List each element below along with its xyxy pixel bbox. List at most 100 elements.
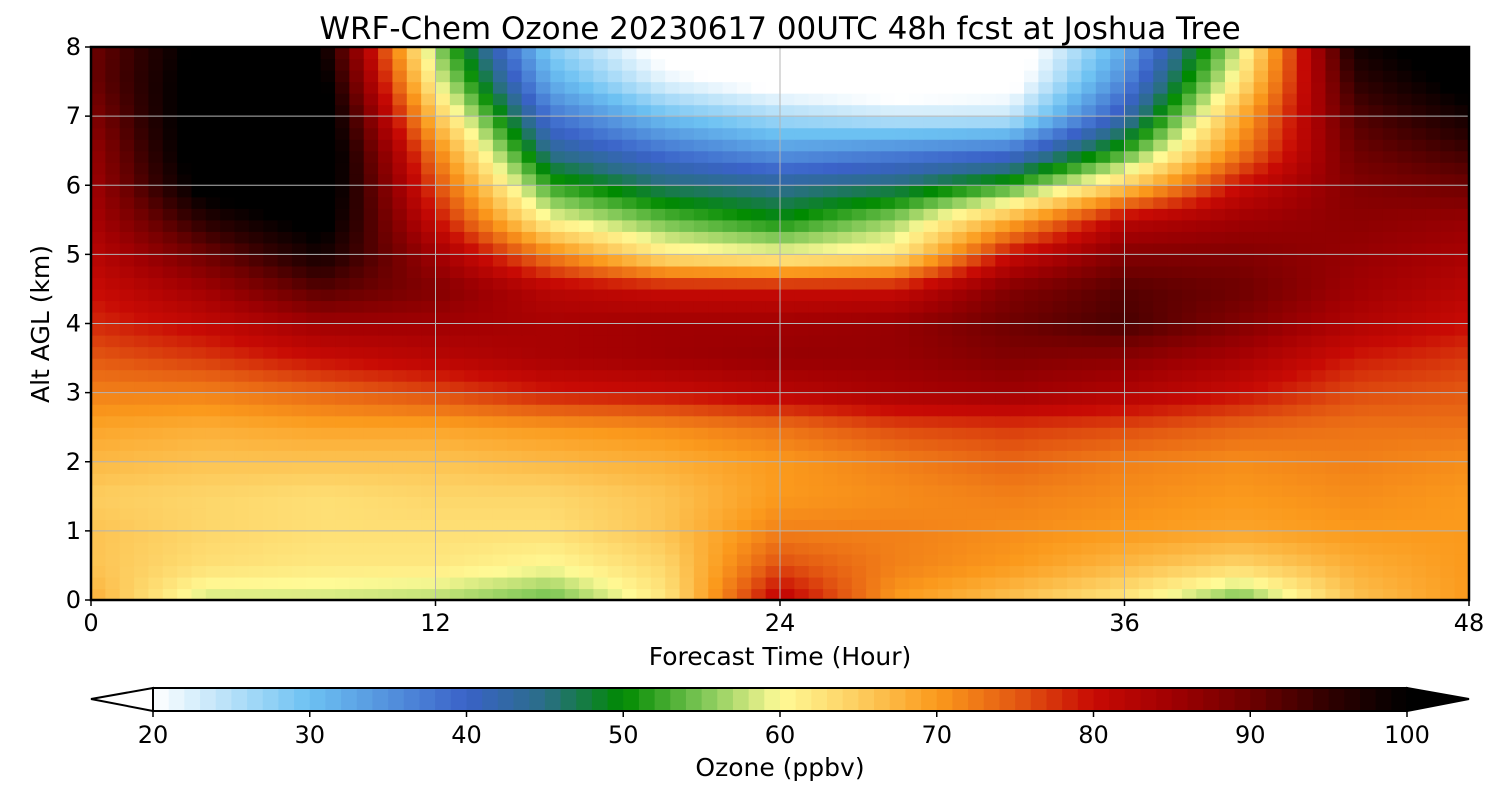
heatmap-cell (1196, 553, 1212, 567)
heatmap-cell (1382, 542, 1398, 555)
heatmap-cell (248, 127, 264, 140)
heatmap-cell (291, 311, 307, 325)
heatmap-cell (406, 565, 422, 578)
heatmap-cell (1052, 565, 1068, 578)
heatmap-cell (1339, 530, 1355, 543)
heatmap-cell (894, 196, 910, 209)
heatmap-cell (765, 150, 781, 163)
heatmap-cell (665, 58, 681, 71)
heatmap-cell (622, 81, 638, 94)
heatmap-cell (191, 496, 207, 509)
heatmap-cell (866, 404, 882, 417)
heatmap-cell (435, 93, 451, 106)
heatmap-cell (349, 565, 365, 578)
heatmap-cell (736, 127, 752, 140)
heatmap-cell (205, 576, 221, 590)
heatmap-cell (1196, 219, 1212, 232)
heatmap-cell (823, 358, 839, 371)
heatmap-cell (91, 58, 106, 71)
heatmap-cell (105, 242, 121, 255)
heatmap-cell (823, 173, 839, 186)
heatmap-cell (535, 288, 551, 302)
heatmap-cell (1124, 369, 1140, 382)
heatmap-cell (650, 231, 666, 244)
heatmap-cell (363, 300, 379, 313)
heatmap-cell (708, 530, 724, 543)
heatmap-cell (1368, 427, 1384, 440)
heatmap-cell (263, 208, 279, 221)
heatmap-cell (1081, 104, 1097, 117)
heatmap-cell (335, 300, 350, 313)
heatmap-cell (751, 104, 767, 117)
heatmap-cell (1110, 208, 1126, 221)
heatmap-cell (349, 242, 365, 255)
heatmap-cell (162, 427, 178, 440)
heatmap-cell (1095, 530, 1111, 543)
heatmap-cell (851, 104, 867, 117)
heatmap-cell (421, 369, 437, 382)
heatmap-cell (521, 369, 537, 382)
heatmap-cell (722, 473, 738, 486)
heatmap-cell (1009, 450, 1025, 463)
heatmap-cell (492, 127, 508, 140)
heatmap-cell (980, 427, 996, 440)
heatmap-cell (937, 208, 953, 221)
heatmap-cell (492, 311, 508, 325)
heatmap-cell (679, 116, 695, 129)
heatmap-cell (521, 415, 537, 428)
heatmap-cell (794, 127, 810, 140)
heatmap-cell (1052, 116, 1068, 129)
heatmap-cell (1382, 323, 1398, 336)
heatmap-cell (564, 358, 580, 371)
heatmap-cell (234, 70, 250, 83)
heatmap-cell (880, 588, 896, 601)
heatmap-cell (1296, 335, 1312, 348)
heatmap-cell (952, 323, 968, 336)
heatmap-cell (378, 496, 394, 509)
heatmap-cell (1110, 265, 1126, 279)
heatmap-cell (1224, 438, 1240, 451)
heatmap-cell (378, 450, 394, 463)
heatmap-cell (1311, 358, 1327, 371)
heatmap-cell (794, 150, 810, 163)
heatmap-cell (1397, 496, 1413, 509)
heatmap-cell (464, 139, 480, 152)
heatmap-cell (1067, 381, 1083, 394)
heatmap-cell (1296, 265, 1312, 279)
heatmap-cell (191, 185, 207, 198)
heatmap-cell (335, 288, 350, 302)
heatmap-cell (91, 335, 106, 348)
heatmap-cell (277, 484, 293, 497)
x-axis-label: Forecast Time (Hour) (649, 642, 912, 671)
heatmap-cell (1124, 277, 1140, 290)
heatmap-cell (1397, 127, 1413, 140)
heatmap-cell (607, 196, 623, 209)
heatmap-cell (134, 507, 150, 520)
heatmap-cell (1210, 438, 1226, 451)
heatmap-cell (291, 392, 307, 405)
heatmap-cell (1253, 162, 1269, 175)
heatmap-cell (1239, 461, 1255, 474)
heatmap-cell (823, 323, 839, 336)
heatmap-cell (507, 265, 523, 279)
heatmap-cell (1067, 47, 1083, 60)
heatmap-cell (1081, 484, 1097, 497)
heatmap-cell (607, 47, 623, 60)
heatmap-cell (952, 93, 968, 106)
heatmap-cell (1095, 484, 1111, 497)
heatmap-cell (1038, 208, 1054, 221)
heatmap-cell (751, 185, 767, 198)
heatmap-cell (1196, 47, 1212, 60)
heatmap-cell (894, 358, 910, 371)
heatmap-cell (464, 369, 480, 382)
heatmap-cell (665, 81, 681, 94)
heatmap-cell (478, 519, 494, 532)
heatmap-cell (1224, 116, 1240, 129)
heatmap-cell (1196, 427, 1212, 440)
heatmap-cell (1282, 127, 1298, 140)
heatmap-cell (205, 196, 221, 209)
heatmap-cell (263, 576, 279, 590)
heatmap-cell (1425, 576, 1441, 590)
heatmap-cell (306, 311, 322, 325)
